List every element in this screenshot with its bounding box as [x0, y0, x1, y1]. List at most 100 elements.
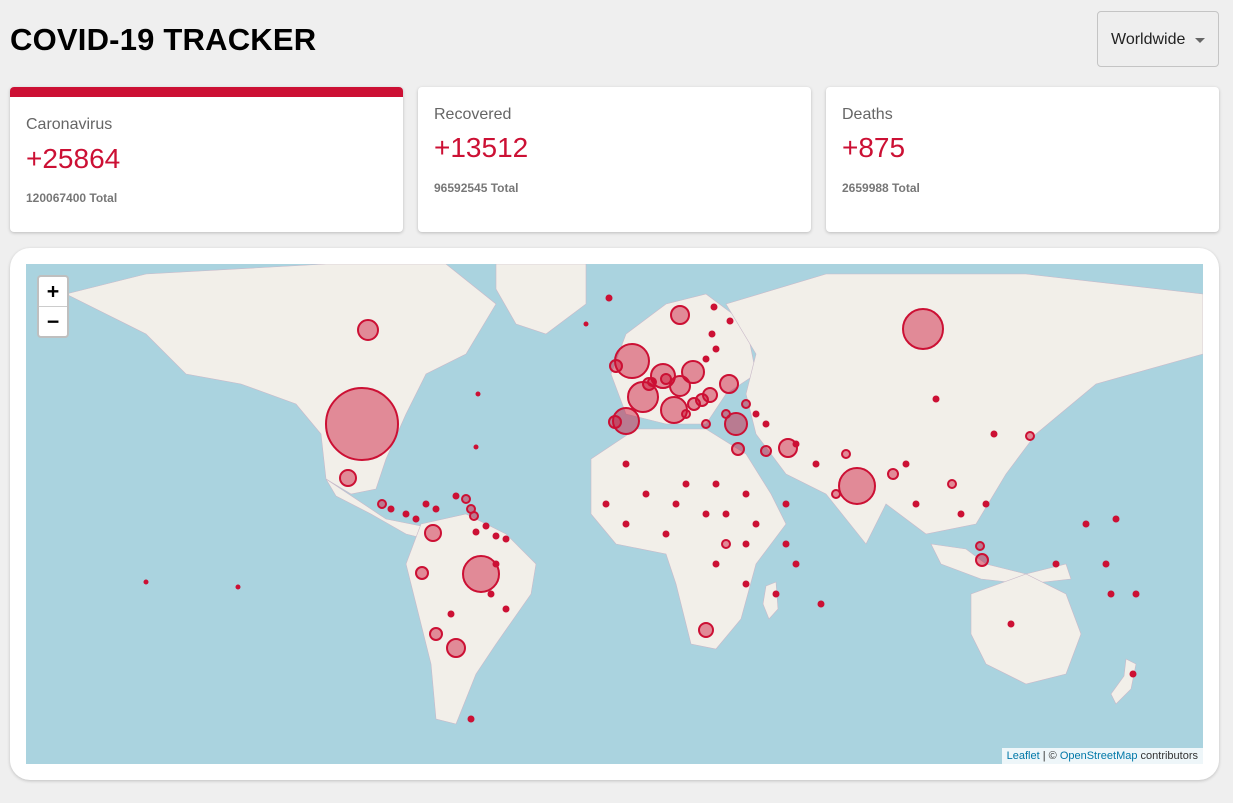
case-circle[interactable]	[947, 479, 957, 489]
case-circle[interactable]	[608, 415, 622, 429]
case-circle[interactable]	[912, 500, 920, 508]
case-circle[interactable]	[672, 500, 680, 508]
case-circle[interactable]	[660, 373, 672, 385]
case-circle[interactable]	[702, 510, 710, 518]
deaths-card[interactable]: Deaths +875 2659988 Total	[826, 87, 1219, 232]
case-circle[interactable]	[722, 510, 730, 518]
case-circle[interactable]	[902, 460, 910, 468]
case-circle[interactable]	[1129, 670, 1137, 678]
cases-card[interactable]: Caronavirus +25864 120067400 Total	[10, 87, 403, 232]
case-circle[interactable]	[492, 532, 500, 540]
case-circle[interactable]	[424, 524, 442, 542]
case-circle[interactable]	[662, 530, 670, 538]
case-circle[interactable]	[452, 492, 460, 500]
case-circle[interactable]	[975, 553, 989, 567]
case-circle[interactable]	[670, 305, 690, 325]
case-circle[interactable]	[1082, 520, 1090, 528]
case-circle[interactable]	[482, 522, 490, 530]
case-circle[interactable]	[702, 355, 710, 363]
case-circle[interactable]	[605, 294, 613, 302]
world-map[interactable]: + − Leaflet | © OpenStreetMap contributo…	[26, 264, 1203, 764]
case-circle[interactable]	[622, 460, 630, 468]
case-circle[interactable]	[721, 539, 731, 549]
case-circle[interactable]	[1025, 431, 1035, 441]
case-circle[interactable]	[609, 359, 623, 373]
case-circle[interactable]	[772, 590, 780, 598]
case-circle[interactable]	[432, 505, 440, 513]
case-circle[interactable]	[422, 500, 430, 508]
case-circle[interactable]	[377, 499, 387, 509]
case-circle[interactable]	[612, 407, 640, 435]
case-circle[interactable]	[1102, 560, 1110, 568]
case-circle[interactable]	[235, 584, 241, 590]
case-circle[interactable]	[712, 480, 720, 488]
case-circle[interactable]	[975, 541, 985, 551]
case-circle[interactable]	[812, 460, 820, 468]
case-circle[interactable]	[429, 627, 443, 641]
case-circle[interactable]	[1107, 590, 1115, 598]
case-circle[interactable]	[721, 409, 731, 419]
case-circle[interactable]	[602, 500, 610, 508]
case-circle[interactable]	[841, 449, 851, 459]
case-circle[interactable]	[887, 468, 899, 480]
case-circle[interactable]	[742, 540, 750, 548]
case-circle[interactable]	[902, 308, 944, 350]
case-circle[interactable]	[1007, 620, 1015, 628]
country-select[interactable]: Worldwide	[1097, 11, 1219, 67]
case-circle[interactable]	[669, 375, 691, 397]
case-circle[interactable]	[462, 555, 500, 593]
case-circle[interactable]	[719, 374, 739, 394]
osm-link[interactable]: OpenStreetMap	[1059, 750, 1138, 762]
case-circle[interactable]	[647, 377, 657, 387]
case-circle[interactable]	[831, 489, 841, 499]
case-circle[interactable]	[731, 442, 745, 456]
case-circle[interactable]	[782, 500, 790, 508]
case-circle[interactable]	[982, 500, 990, 508]
case-circle[interactable]	[726, 317, 734, 325]
case-circle[interactable]	[469, 511, 479, 521]
case-circle[interactable]	[698, 622, 714, 638]
case-circle[interactable]	[742, 490, 750, 498]
case-circle[interactable]	[712, 560, 720, 568]
case-circle[interactable]	[467, 715, 475, 723]
case-circle[interactable]	[502, 535, 510, 543]
case-circle[interactable]	[838, 467, 876, 505]
case-circle[interactable]	[752, 410, 760, 418]
zoom-out-button[interactable]: −	[46, 309, 60, 333]
case-circle[interactable]	[792, 440, 800, 448]
case-circle[interactable]	[682, 480, 690, 488]
case-circle[interactable]	[687, 397, 701, 411]
case-circle[interactable]	[325, 387, 399, 461]
case-circle[interactable]	[472, 528, 480, 536]
case-circle[interactable]	[339, 469, 357, 487]
case-circle[interactable]	[1132, 590, 1140, 598]
case-circle[interactable]	[1052, 560, 1060, 568]
case-circle[interactable]	[642, 490, 650, 498]
case-circle[interactable]	[143, 579, 149, 585]
leaflet-link[interactable]: Leaflet	[1006, 750, 1040, 762]
case-circle[interactable]	[487, 590, 495, 598]
case-circle[interactable]	[446, 638, 466, 658]
case-circle[interactable]	[760, 445, 772, 457]
case-circle[interactable]	[681, 409, 691, 419]
case-circle[interactable]	[473, 444, 479, 450]
case-circle[interactable]	[681, 360, 705, 384]
case-circle[interactable]	[724, 412, 748, 436]
case-circle[interactable]	[778, 438, 798, 458]
case-circle[interactable]	[1112, 515, 1120, 523]
case-circle[interactable]	[412, 515, 420, 523]
case-circle[interactable]	[712, 345, 720, 353]
case-circle[interactable]	[742, 580, 750, 588]
case-circle[interactable]	[402, 510, 410, 518]
case-circle[interactable]	[752, 520, 760, 528]
case-circle[interactable]	[957, 510, 965, 518]
case-circle[interactable]	[817, 600, 825, 608]
case-circle[interactable]	[708, 330, 716, 338]
case-circle[interactable]	[762, 420, 770, 428]
case-circle[interactable]	[622, 520, 630, 528]
case-circle[interactable]	[461, 494, 471, 504]
case-circle[interactable]	[710, 303, 718, 311]
case-circle[interactable]	[782, 540, 790, 548]
case-circle[interactable]	[492, 560, 500, 568]
case-circle[interactable]	[741, 399, 751, 409]
